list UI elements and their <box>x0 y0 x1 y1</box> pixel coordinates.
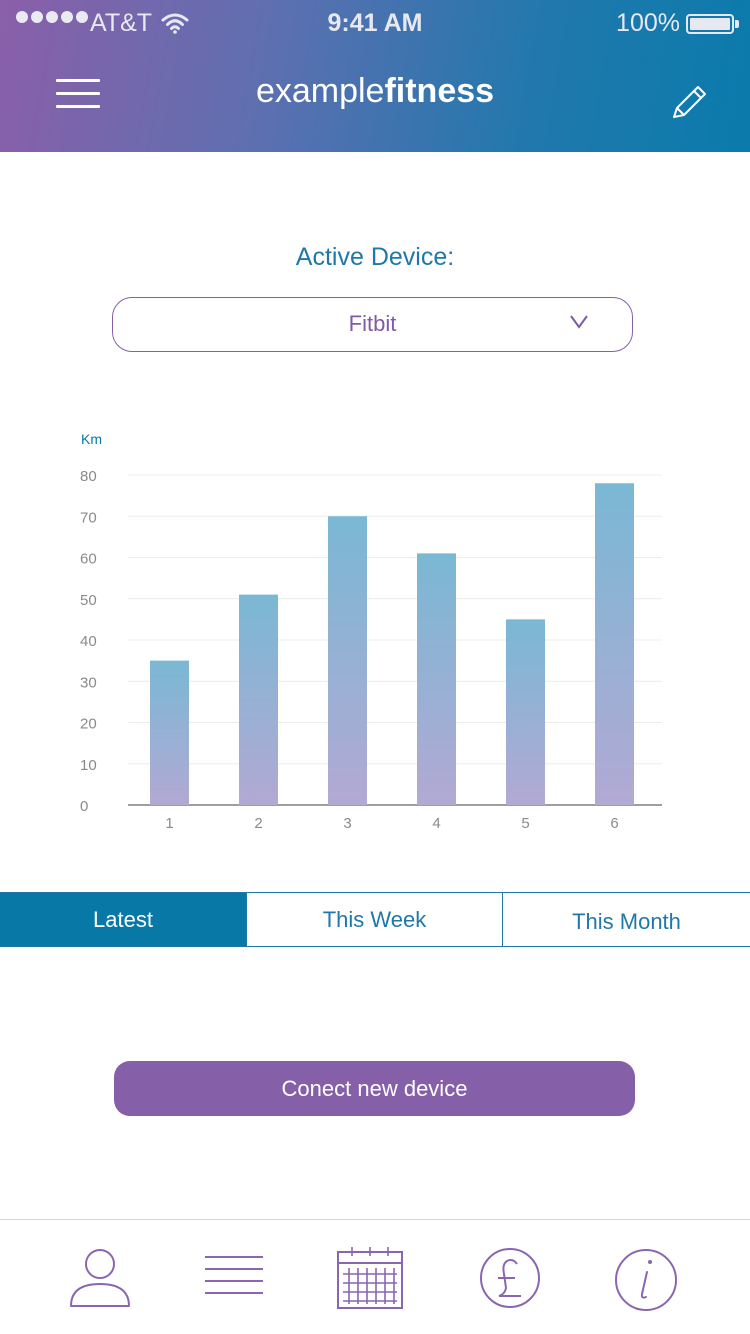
tab-latest[interactable]: Latest <box>0 893 246 946</box>
x-tick-label: 6 <box>610 815 618 832</box>
y-tick-label: 0 <box>80 798 88 815</box>
brand-bold: fitness <box>384 72 495 110</box>
y-axis-label: Km <box>81 431 102 447</box>
x-tick-label: 1 <box>165 815 173 832</box>
device-dropdown-value: Fitbit <box>348 311 397 336</box>
chart-bar <box>328 516 367 805</box>
chevron-down-icon <box>570 315 588 329</box>
chart-bar <box>150 660 189 805</box>
connect-new-device-button[interactable]: Conect new device <box>114 1061 635 1116</box>
y-tick-label: 10 <box>80 757 97 774</box>
y-tick-label: 60 <box>80 551 97 568</box>
battery-tip <box>735 20 739 28</box>
y-tick-label: 30 <box>80 674 97 691</box>
x-tick-label: 3 <box>343 815 351 832</box>
calendar-icon[interactable] <box>335 1246 405 1312</box>
y-tick-label: 70 <box>80 509 97 526</box>
chart-bar <box>506 619 545 805</box>
signal-strength-icon <box>16 11 88 23</box>
tab-this-month[interactable]: This Month <box>502 893 750 946</box>
y-tick-label: 20 <box>80 716 97 733</box>
device-dropdown[interactable]: Fitbit <box>112 297 633 352</box>
battery-percent: 100% <box>616 9 680 37</box>
user-icon[interactable] <box>65 1246 135 1312</box>
pound-icon[interactable] <box>475 1246 545 1312</box>
status-time: 9:41 AM <box>327 9 423 37</box>
app-brand-title: examplefitness <box>0 72 750 111</box>
time-range-tabs: Latest This Week This Month <box>0 892 750 947</box>
y-tick-label: 50 <box>80 592 97 609</box>
wifi-icon <box>161 13 189 34</box>
chart-bar <box>417 553 456 805</box>
pencil-edit-icon[interactable] <box>668 80 712 124</box>
chart-bar <box>239 594 278 805</box>
app-header: AT&T 9:41 AM 100% examplefitness <box>0 0 750 152</box>
status-bar: AT&T 9:41 AM 100% <box>0 0 750 48</box>
brand-light: example <box>255 72 385 110</box>
list-icon[interactable] <box>199 1246 269 1312</box>
distance-bar-chart: Km 0 10 20 30 40 50 60 70 80 1 2 3 4 5 6 <box>80 431 662 832</box>
carrier-label: AT&T <box>90 9 153 37</box>
bottom-navigation <box>0 1219 750 1334</box>
x-tick-label: 5 <box>521 815 529 832</box>
battery-icon <box>686 14 734 34</box>
hamburger-menu-icon[interactable] <box>56 79 100 109</box>
chart-bar <box>595 483 634 805</box>
y-tick-label: 40 <box>80 633 97 650</box>
info-icon[interactable] <box>611 1246 681 1312</box>
active-device-label: Active Device: <box>295 243 455 271</box>
x-tick-label: 4 <box>432 815 440 832</box>
tab-this-week[interactable]: This Week <box>246 893 502 946</box>
x-tick-label: 2 <box>254 815 262 832</box>
y-tick-label: 80 <box>80 468 97 485</box>
